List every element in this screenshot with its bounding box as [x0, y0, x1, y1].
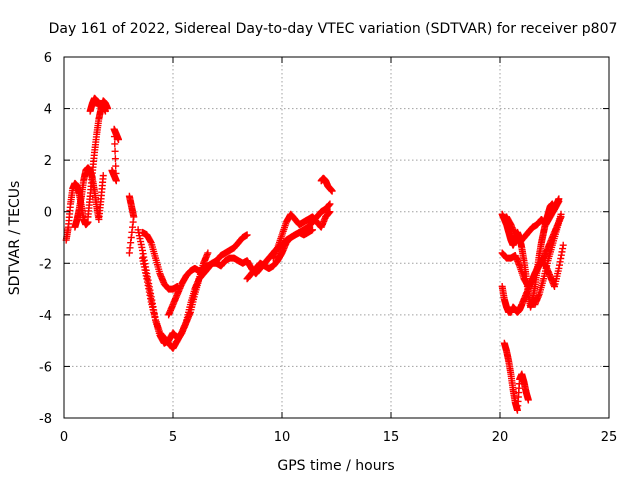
data-point-marker	[507, 370, 517, 391]
data-point-marker	[309, 226, 317, 234]
y-tick-label: 6	[44, 51, 52, 66]
data-point-marker	[513, 380, 523, 414]
x-tick-label: 15	[383, 430, 400, 445]
data-point-marker	[326, 208, 334, 216]
data-point-marker	[147, 239, 159, 260]
data-point-marker	[84, 195, 94, 221]
plot-frame	[63, 56, 610, 419]
x-tick-label: 5	[169, 430, 177, 445]
data-point-marker	[559, 241, 567, 249]
y-tick-label: -6	[39, 360, 52, 375]
data-point-marker	[125, 249, 133, 257]
x-tick-label: 20	[492, 430, 509, 445]
y-axis-label: SDTVAR / TECUs	[7, 181, 23, 296]
data-point-marker	[115, 136, 122, 144]
axis-ticks: 0 5 10 15 20 25 -8 -6 -4 -2 0 2 4 6	[39, 51, 617, 445]
data-point-marker	[99, 172, 107, 180]
data-point-marker	[326, 200, 334, 208]
x-tick-label: 10	[274, 430, 291, 445]
x-tick-label: 0	[60, 430, 68, 445]
y-tick-label: -2	[39, 257, 52, 272]
grid	[64, 57, 609, 418]
data-point-marker	[553, 213, 564, 234]
data-point-marker	[143, 275, 155, 303]
data-point-marker	[557, 210, 565, 218]
x-tick-label: 25	[601, 430, 618, 445]
data-point-marker	[328, 187, 336, 195]
x-axis-label: GPS time / hours	[277, 458, 394, 474]
y-tick-label: 4	[44, 103, 52, 118]
data-point-marker	[67, 187, 76, 208]
data-point-marker	[555, 197, 563, 205]
data-point-marker	[204, 249, 212, 257]
data-point-marker	[91, 133, 100, 156]
y-tick-label: -4	[39, 309, 52, 324]
y-tick-label: 2	[44, 154, 52, 169]
chart-title: Day 161 of 2022, Sidereal Day-to-day VTE…	[49, 21, 618, 37]
data-point-marker	[243, 231, 251, 239]
data-point-marker	[524, 396, 532, 404]
data-point-marker	[101, 107, 109, 115]
data-point-marker	[97, 175, 107, 203]
data-point-marker	[93, 117, 103, 138]
data-points	[62, 94, 567, 414]
data-point-marker	[88, 151, 98, 177]
data-point-marker	[126, 213, 138, 252]
data-point-marker	[555, 245, 567, 272]
y-tick-label: 0	[44, 206, 52, 221]
y-tick-label: -8	[39, 412, 52, 427]
data-point-marker	[77, 179, 87, 200]
